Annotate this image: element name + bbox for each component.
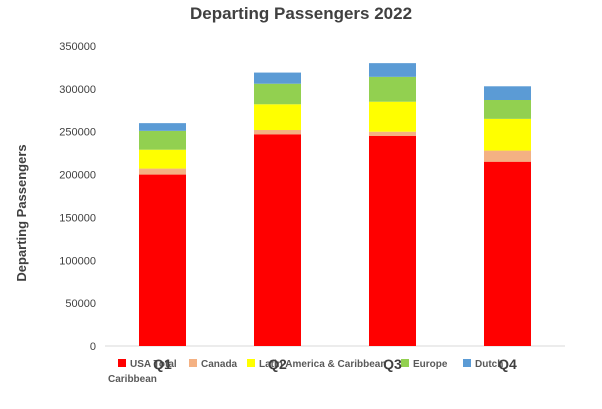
x-tick-label: Q3 xyxy=(383,356,402,372)
legend-label: Europe xyxy=(413,359,448,370)
bar-q4-series-0 xyxy=(484,161,531,346)
y-tick-label: 350000 xyxy=(59,41,96,53)
legend-label: USA Total xyxy=(130,359,177,370)
y-tick-label: 50000 xyxy=(65,298,96,310)
legend-swatch xyxy=(401,359,409,367)
x-tick-label: Q4 xyxy=(498,356,517,372)
chart-title: Departing Passengers 2022 xyxy=(190,4,412,23)
y-tick-label: 150000 xyxy=(59,212,96,224)
bar-q2-series-0 xyxy=(254,134,301,346)
bar-q3-series-0 xyxy=(369,136,416,346)
bar-q1-series-0 xyxy=(139,174,186,346)
bar-stacks xyxy=(139,63,531,346)
bar-q4-series-1 xyxy=(484,150,531,162)
bar-q3-series-4 xyxy=(369,63,416,77)
x-axis-ticks: Q1 Q2 Q3 Q4 xyxy=(153,356,517,372)
x-tick-label: Q2 xyxy=(268,356,287,372)
legend-swatch xyxy=(247,359,255,367)
legend-label-continued: Caribbean xyxy=(108,374,157,385)
bar-q2-series-3 xyxy=(254,83,301,105)
bar-q1-series-3 xyxy=(139,130,186,150)
y-tick-label: 0 xyxy=(90,341,96,353)
bar-q2-series-2 xyxy=(254,104,301,130)
legend-label: Latin America & Caribbean xyxy=(259,359,386,370)
legend: USA Total Canada Latin America & Caribbean… xyxy=(108,359,503,385)
y-tick-label: 100000 xyxy=(59,255,96,267)
y-tick-label: 200000 xyxy=(59,170,96,182)
bar-q4-series-2 xyxy=(484,118,531,151)
bar-q2-series-4 xyxy=(254,72,301,84)
x-tick-label: Q1 xyxy=(153,356,172,372)
bar-q3-series-3 xyxy=(369,76,416,102)
y-tick-label: 300000 xyxy=(59,84,96,96)
bar-q1-series-4 xyxy=(139,123,186,131)
legend-swatch xyxy=(118,359,126,367)
bar-q3-series-2 xyxy=(369,101,416,132)
bar-q4-series-3 xyxy=(484,100,531,119)
bar-q3-series-1 xyxy=(369,131,416,136)
legend-swatch xyxy=(189,359,197,367)
bar-q2-series-1 xyxy=(254,130,301,135)
bar-q1-series-2 xyxy=(139,149,186,169)
legend-swatch xyxy=(463,359,471,367)
y-axis-label: Departing Passengers xyxy=(14,144,29,281)
bar-q4-series-4 xyxy=(484,86,531,100)
legend-label: Dutch xyxy=(475,359,503,370)
y-tick-label: 250000 xyxy=(59,127,96,139)
bar-q1-series-1 xyxy=(139,168,186,175)
legend-label: Canada xyxy=(201,359,238,370)
y-axis-ticks: 0 50000 100000 150000 200000 250000 300000 3500… xyxy=(59,41,96,353)
